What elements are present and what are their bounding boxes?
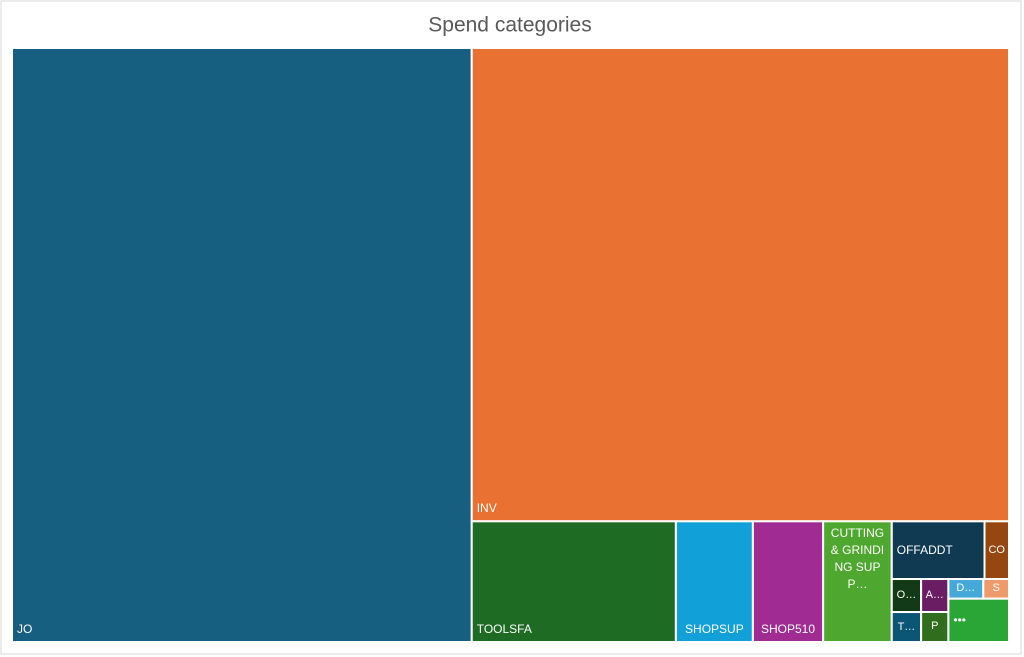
treemap-tile <box>751 520 825 644</box>
tile-label: CO <box>988 543 1005 556</box>
treemap-tile <box>11 47 473 643</box>
tile-label: SHOPSUP <box>685 621 744 636</box>
tile-label: JO <box>17 622 33 636</box>
tile-label: P <box>931 620 939 633</box>
tile-label-box: T… <box>897 620 916 633</box>
tile-label-box: JO <box>17 622 33 636</box>
tile-label-box: TOOLSFA <box>476 621 532 636</box>
tile-label: O… <box>896 589 917 602</box>
tile-label-box: O… <box>896 589 917 602</box>
treemap-tile <box>947 597 1010 643</box>
tile-label: CUTTING & GRINDING SUPP… <box>830 526 885 592</box>
tile-label: A… <box>925 589 944 601</box>
chart-title: Spend categories <box>428 14 591 37</box>
tile-label-box: SHOPSUP <box>685 621 744 636</box>
tile-label: ••• <box>953 612 966 627</box>
tile-label-box: SHOP510 <box>760 621 816 636</box>
tile-label: OFFADDT <box>896 542 953 557</box>
tile-label: TOOLSFA <box>476 621 532 636</box>
treemap-tile <box>890 520 986 581</box>
tile-label: D… <box>956 582 976 595</box>
treemap-tile <box>674 520 754 644</box>
tile-label-box: CUTTING & GRINDING SUPP… <box>830 526 885 592</box>
treemap-tile <box>890 578 923 614</box>
tile-label: INV <box>476 501 497 516</box>
tile-label: S <box>992 582 1000 595</box>
tile-label-box: P <box>931 620 939 633</box>
tile-label-box: S <box>992 582 1000 595</box>
tile-label-box: CO <box>988 543 1005 556</box>
treemap-tile <box>470 47 1011 523</box>
treemap-tile <box>470 520 677 644</box>
tile-label-box: OFFADDT <box>896 542 953 557</box>
tile-label: SHOP510 <box>760 621 816 636</box>
tile-label-box: A… <box>925 589 944 601</box>
tile-label-box: INV <box>476 501 497 516</box>
tile-label-box: D… <box>956 582 976 595</box>
tile-label: T… <box>897 620 916 633</box>
treemap-tile <box>822 520 893 644</box>
tile-label-box: ••• <box>953 612 966 627</box>
